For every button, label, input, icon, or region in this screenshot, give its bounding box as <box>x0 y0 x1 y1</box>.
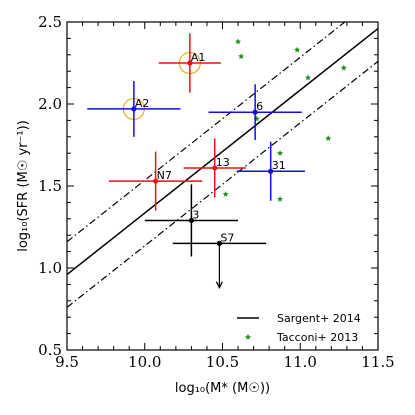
legend-entry-1: Tacconi+ 2013 <box>244 331 358 344</box>
marker <box>216 240 222 246</box>
point-label: N7 <box>157 169 172 182</box>
point-label: S7 <box>220 231 234 244</box>
y-tick-label: 0.5 <box>38 341 62 359</box>
data-point-a1: A1 <box>158 33 221 93</box>
legend-label: Sargent+ 2014 <box>277 312 361 325</box>
marker <box>187 60 193 66</box>
data-point-31: 31 <box>236 141 305 201</box>
tacconi-point-3 <box>304 74 312 81</box>
y-tick-label: 1.0 <box>38 259 62 277</box>
tacconi-point-0 <box>235 38 242 45</box>
y-tick-label: 2.5 <box>38 13 62 31</box>
data-point-13: 13 <box>183 138 246 198</box>
x-tick-label: 11.5 <box>361 353 394 371</box>
x-tick-label: 11.0 <box>284 353 317 371</box>
data-point-s7: S7 <box>172 231 267 290</box>
y-axis-label: log₁₀(SFR (M☉ yr⁻¹)) <box>16 120 31 252</box>
tacconi-point-4 <box>340 64 347 71</box>
legend-entry-0: Sargent+ 2014 <box>237 312 361 325</box>
x-axis-label: log₁₀(M* (M☉)) <box>175 381 270 396</box>
data-point-a2: A2 <box>87 81 181 137</box>
tacconi-point-7 <box>276 150 284 156</box>
tacconi-point-9 <box>222 191 229 197</box>
plot-frame <box>66 21 379 351</box>
legend-star-swatch <box>244 333 252 340</box>
point-label: A1 <box>191 51 206 64</box>
x-tick-label: 10.0 <box>128 353 161 371</box>
marker <box>188 217 194 224</box>
marker <box>252 109 258 115</box>
marker <box>212 165 218 171</box>
x-tick-label: 9.5 <box>55 353 79 371</box>
data-point-6: 6 <box>208 84 302 141</box>
tacconi-point-8 <box>276 195 284 202</box>
legend-label: Tacconi+ 2013 <box>276 331 358 344</box>
point-label: 3 <box>192 208 199 221</box>
y-tick-label: 2.0 <box>38 95 62 113</box>
marker <box>153 178 159 184</box>
point-label: 31 <box>272 159 286 172</box>
point-label: 6 <box>256 100 263 113</box>
marker <box>131 106 137 112</box>
y-tick-label: 1.5 <box>38 177 62 195</box>
tacconi-point-1 <box>238 53 245 60</box>
upper-limit-arrow <box>215 281 223 290</box>
dashdot-scatter-line-1 <box>67 22 346 243</box>
point-label: 13 <box>216 156 230 169</box>
marker <box>268 168 274 174</box>
dashdot-scatter-line-2 <box>67 60 378 308</box>
x-tick-label: 10.5 <box>206 353 239 371</box>
data-point-n7: N7 <box>108 151 203 211</box>
tacconi-point-2 <box>294 46 301 53</box>
tacconi-point-6 <box>325 135 332 142</box>
data-point-3: 3 <box>144 184 239 257</box>
sargent-relation-line <box>67 27 378 276</box>
point-label: A2 <box>135 97 150 110</box>
